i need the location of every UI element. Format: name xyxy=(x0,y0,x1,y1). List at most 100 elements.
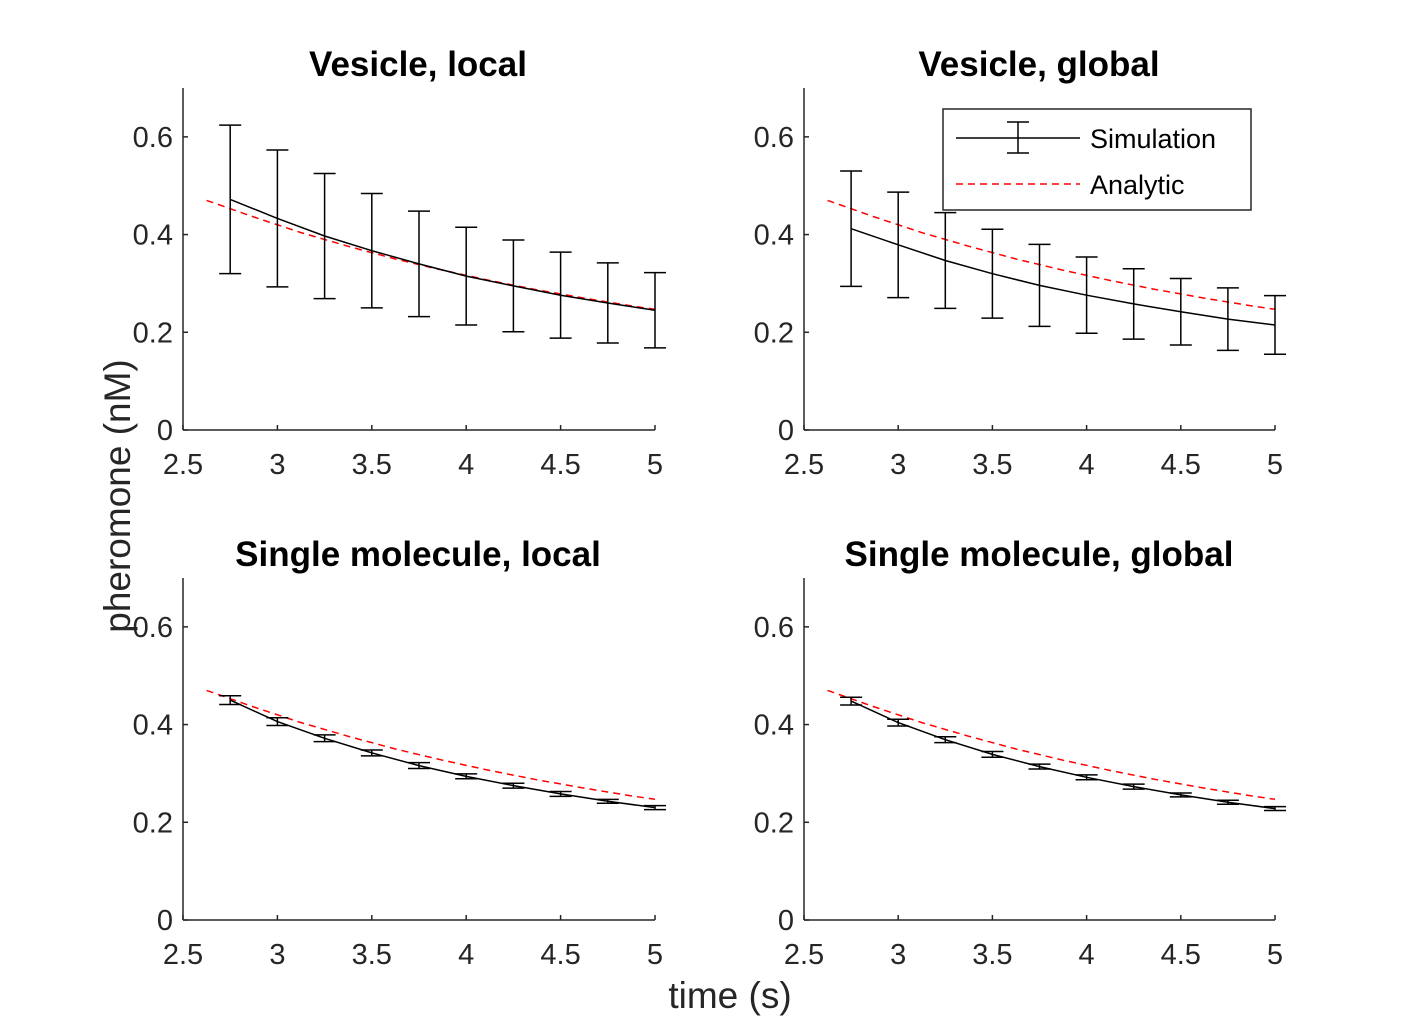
y-tick-label: 0.6 xyxy=(754,612,794,644)
simulation-series-line xyxy=(229,198,656,312)
x-tick-label: 4.5 xyxy=(540,449,580,481)
y-tick-label: 0.6 xyxy=(754,122,794,154)
simulation-error-bar xyxy=(644,804,666,811)
x-tick-label: 3.5 xyxy=(352,939,392,971)
simulation-error-bar xyxy=(408,210,430,318)
simulation-error-bar xyxy=(266,716,289,727)
x-tick-label: 5 xyxy=(1267,449,1283,481)
x-tick-label: 4 xyxy=(1079,449,1095,481)
simulation-error-bar xyxy=(549,251,572,339)
simulation-error-bar xyxy=(1075,774,1098,781)
x-tick-label: 3.5 xyxy=(352,449,392,481)
simulation-error-bar xyxy=(313,734,336,743)
simulation-error-bar xyxy=(1169,277,1192,346)
subplot-vesicle-global: Vesicle, global 2.5 3 3.5 4 4.5 5 0 0.2 0.4 0.6 xyxy=(754,45,1286,481)
simulation-error-bar xyxy=(887,718,910,727)
x-tick-label: 4.5 xyxy=(1161,449,1201,481)
x-tick-label: 3 xyxy=(890,449,906,481)
simulation-series-line xyxy=(850,700,1276,810)
simulation-series-line xyxy=(229,699,656,809)
y-tick-label: 0.2 xyxy=(133,807,173,839)
x-tick-label: 5 xyxy=(1267,939,1283,971)
x-tick-label: 4.5 xyxy=(540,939,580,971)
subplot-vesicle-local: Vesicle, local 2.5 3 3.5 4 4.5 5 0 0.2 0.4 0.6 xyxy=(133,45,666,481)
y-tick-label: 0.4 xyxy=(133,710,173,742)
simulation-error-bar xyxy=(360,192,383,309)
x-tick-label: 5 xyxy=(647,449,663,481)
simulation-error-bar xyxy=(981,228,1004,319)
simulation-error-bar xyxy=(408,761,430,770)
simulation-error-bar xyxy=(455,226,478,326)
simulation-error-bar xyxy=(934,736,957,744)
simulation-error-bar xyxy=(502,782,525,789)
subplot-title: Single molecule, global xyxy=(845,535,1234,574)
y-tick-label: 0 xyxy=(778,415,794,447)
simulation-error-bar xyxy=(840,170,863,288)
simulation-error-bar xyxy=(219,694,242,706)
simulation-error-bar xyxy=(219,124,242,275)
x-tick-label: 4 xyxy=(458,939,474,971)
x-tick-label: 2.5 xyxy=(784,449,824,481)
simulation-error-bar xyxy=(1169,792,1192,798)
legend: Simulation Analytic xyxy=(942,108,1252,211)
y-tick-label: 0.6 xyxy=(133,122,173,154)
x-tick-label: 5 xyxy=(647,939,663,971)
legend-analytic-label: Analytic xyxy=(1090,170,1185,200)
x-tick-label: 3.5 xyxy=(972,939,1012,971)
simulation-error-bar xyxy=(1264,294,1286,356)
y-tick-label: 0.2 xyxy=(754,317,794,349)
simulation-error-bar xyxy=(1122,268,1145,340)
analytic-series-line xyxy=(827,689,1276,801)
simulation-error-bar xyxy=(1075,256,1098,335)
subplot-single-molecule-global: Single molecule, global 2.5 3 3.5 4 4.5 5 0 0.2… xyxy=(754,535,1286,971)
subplot-title: Single molecule, local xyxy=(235,535,601,574)
simulation-error-bar xyxy=(981,750,1004,759)
x-tick-label: 2.5 xyxy=(784,939,824,971)
simulation-series-line xyxy=(850,227,1276,326)
x-axis-label: time (s) xyxy=(668,975,791,1016)
legend-box xyxy=(942,108,1252,211)
x-tick-label: 3 xyxy=(269,939,285,971)
simulation-error-bar xyxy=(887,191,910,299)
y-tick-label: 0 xyxy=(157,415,173,447)
simulation-error-bar xyxy=(455,773,478,780)
legend-simulation-symbol xyxy=(956,121,1080,154)
y-tick-label: 0 xyxy=(157,905,173,937)
y-tick-label: 0.2 xyxy=(133,317,173,349)
y-tick-label: 0.4 xyxy=(754,220,794,252)
simulation-error-bar xyxy=(1122,783,1145,790)
simulation-error-bar xyxy=(1216,287,1239,352)
y-tick-label: 0.4 xyxy=(754,710,794,742)
x-tick-label: 4 xyxy=(1079,939,1095,971)
simulation-error-bar xyxy=(644,271,666,349)
x-tick-label: 3 xyxy=(269,449,285,481)
x-tick-label: 3 xyxy=(890,939,906,971)
simulation-error-bar xyxy=(502,239,525,333)
x-tick-label: 2.5 xyxy=(163,939,203,971)
x-tick-label: 4 xyxy=(458,449,474,481)
simulation-error-bar xyxy=(1028,243,1051,328)
subplot-title: Vesicle, local xyxy=(309,45,527,84)
simulation-error-bar xyxy=(840,696,863,706)
simulation-error-bar xyxy=(596,262,619,344)
simulation-error-bar xyxy=(549,790,572,798)
y-tick-label: 0.6 xyxy=(133,612,173,644)
y-axis-label: pheromone (nM) xyxy=(97,359,138,633)
y-tick-label: 0.4 xyxy=(133,220,173,252)
y-tick-label: 0.2 xyxy=(754,807,794,839)
simulation-error-bar xyxy=(1216,799,1239,805)
legend-simulation-label: Simulation xyxy=(1090,124,1216,154)
simulation-error-bar xyxy=(313,172,336,300)
x-tick-label: 2.5 xyxy=(163,449,203,481)
analytic-series-line xyxy=(827,199,1276,311)
subplot-title: Vesicle, global xyxy=(918,45,1159,84)
x-tick-label: 4.5 xyxy=(1161,939,1201,971)
simulation-error-bar xyxy=(1028,763,1051,770)
simulation-error-bar xyxy=(596,798,619,804)
simulation-error-bar xyxy=(1264,805,1286,812)
simulation-error-bar xyxy=(360,749,383,757)
analytic-series-line xyxy=(206,689,656,801)
simulation-error-bar xyxy=(266,149,289,288)
subplot-single-molecule-local: Single molecule, local 2.5 3 3.5 4 4.5 5 0 0.2 0… xyxy=(133,535,666,971)
